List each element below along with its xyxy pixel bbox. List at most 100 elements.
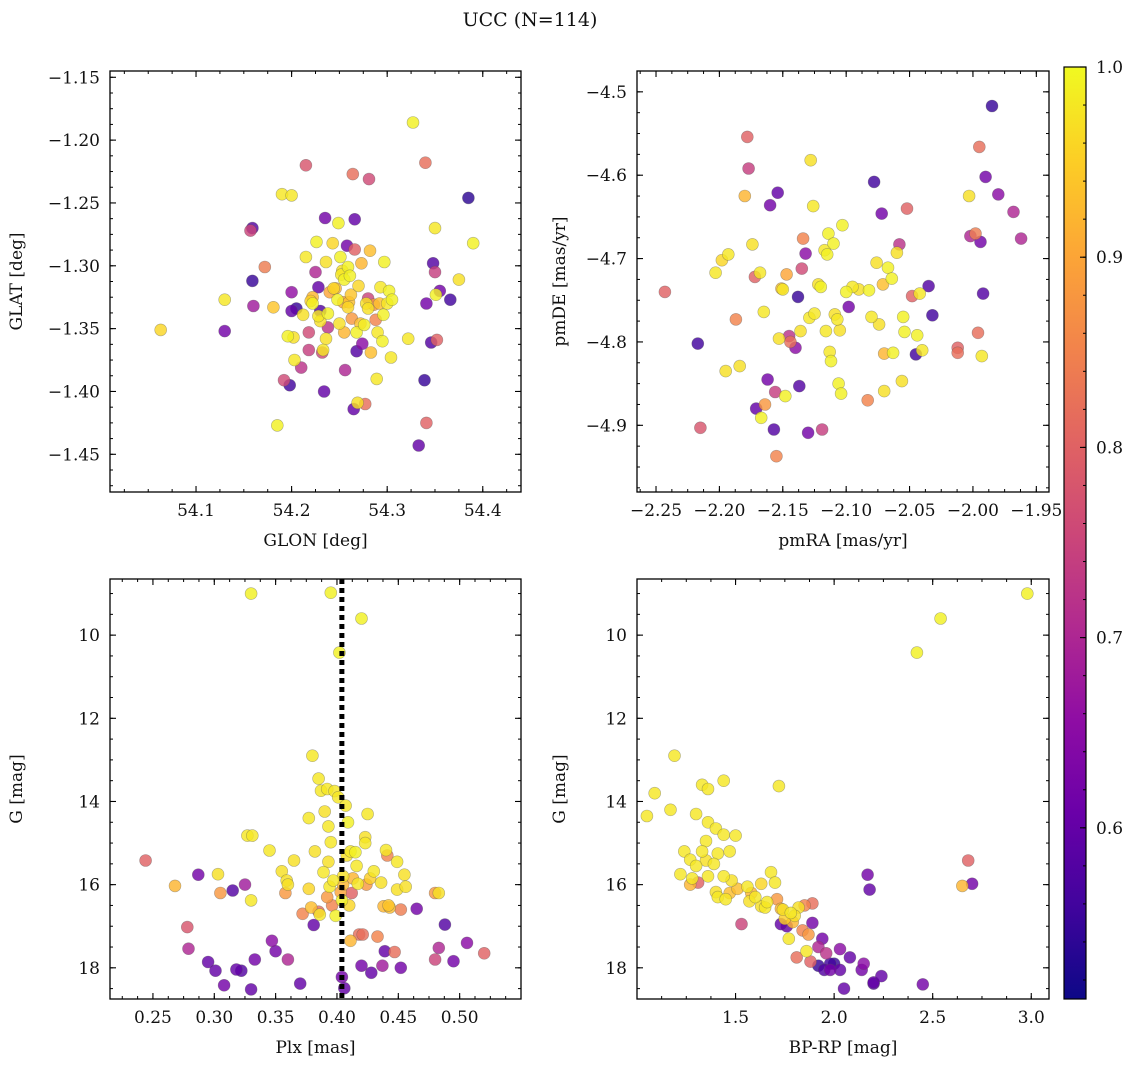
data-point xyxy=(348,243,362,256)
data-point xyxy=(265,934,279,948)
y-tick-label: 12 xyxy=(78,709,100,729)
colorbar-tick-label: 0.9 xyxy=(1096,248,1123,268)
data-point xyxy=(317,385,331,398)
y-tick-label: 12 xyxy=(605,709,627,729)
colorbar-tick-label: 0.6 xyxy=(1096,819,1123,839)
data-point xyxy=(896,310,910,324)
x-axis-label: BP-RP [mag] xyxy=(789,1038,898,1058)
data-point xyxy=(466,236,480,250)
data-point xyxy=(399,880,413,894)
x-tick-label: 54.3 xyxy=(368,501,406,521)
data-point xyxy=(709,266,722,280)
data-point xyxy=(218,324,231,338)
data-point xyxy=(281,953,295,966)
data-point xyxy=(401,332,415,346)
data-point xyxy=(729,829,742,842)
data-point xyxy=(267,300,280,314)
data-point xyxy=(815,423,829,436)
data-point xyxy=(350,859,363,873)
data-point xyxy=(285,285,298,299)
data-point xyxy=(741,880,754,894)
data-point xyxy=(955,879,969,893)
data-point xyxy=(691,337,705,350)
panel-glon-glat: 54.1 54.2 54.3 54.4 −1.15 −1.20 −1.25 −1.30 −1.3… xyxy=(7,68,522,551)
data-point xyxy=(754,411,768,425)
data-point xyxy=(890,246,904,259)
data-point xyxy=(357,318,371,332)
data-point xyxy=(916,978,930,991)
data-point xyxy=(370,372,384,386)
data-point xyxy=(740,130,754,144)
data-point xyxy=(384,351,398,364)
data-point xyxy=(677,845,691,858)
data-point xyxy=(181,920,194,934)
data-point xyxy=(246,829,259,842)
data-point xyxy=(309,265,322,279)
data-point xyxy=(689,807,703,821)
data-point xyxy=(428,221,442,235)
data-point xyxy=(326,236,340,250)
data-point xyxy=(356,928,370,941)
data-point xyxy=(991,188,1005,201)
data-point xyxy=(319,255,333,269)
data-point xyxy=(419,156,432,169)
data-point xyxy=(685,872,699,885)
data-point xyxy=(875,207,889,220)
data-point xyxy=(217,978,231,992)
data-point xyxy=(388,945,401,959)
y-axis-label: G [mag] xyxy=(550,754,570,823)
data-point xyxy=(872,318,886,331)
data-point xyxy=(322,855,335,869)
data-point xyxy=(322,820,335,833)
data-point xyxy=(246,274,259,288)
data-point xyxy=(371,930,384,943)
data-point xyxy=(317,865,330,879)
axes-frame xyxy=(109,578,522,1000)
data-point xyxy=(795,262,809,275)
x-tick-label: 54.4 xyxy=(464,501,502,521)
data-point xyxy=(723,845,737,858)
data-point xyxy=(299,250,313,264)
data-point xyxy=(794,324,807,338)
data-point xyxy=(310,235,323,249)
y-tick-label: −4.6 xyxy=(586,166,627,186)
panel-plx-g: 0.25 0.30 0.35 0.40 0.45 0.50 10 12 14 16 18 Plx [m… xyxy=(7,578,522,1058)
y-tick-label: −1.25 xyxy=(48,194,100,214)
x-tick-label: 2.0 xyxy=(821,1008,848,1028)
data-point xyxy=(382,899,395,912)
data-point xyxy=(410,902,424,916)
data-point xyxy=(707,857,721,871)
data-point xyxy=(834,387,848,400)
y-tick-label: 10 xyxy=(78,626,100,646)
data-point xyxy=(438,918,452,931)
data-point xyxy=(895,374,909,388)
data-point xyxy=(972,140,986,154)
data-point xyxy=(394,903,408,916)
data-point xyxy=(168,879,182,893)
data-point xyxy=(281,878,295,891)
data-point xyxy=(244,983,258,996)
data-point xyxy=(975,349,989,363)
data-point xyxy=(293,977,307,990)
data-point xyxy=(304,901,318,914)
x-tick-label: 0.45 xyxy=(379,1008,417,1028)
data-point xyxy=(312,772,325,785)
y-tick-label: −1.35 xyxy=(48,320,100,340)
data-point xyxy=(412,439,426,452)
data-point xyxy=(244,587,258,600)
data-point xyxy=(819,946,833,960)
data-point xyxy=(238,878,252,891)
data-point xyxy=(341,300,355,314)
data-point xyxy=(842,300,856,314)
data-point xyxy=(979,170,992,184)
data-point xyxy=(790,951,804,964)
y-axis-label: GLAT [deg] xyxy=(7,232,27,330)
data-point xyxy=(861,393,875,407)
data-point xyxy=(361,807,374,821)
data-point xyxy=(717,869,731,883)
data-point xyxy=(814,280,828,294)
data-point xyxy=(861,868,874,882)
data-point xyxy=(367,864,381,878)
data-point xyxy=(462,191,475,205)
data-point xyxy=(770,449,783,463)
